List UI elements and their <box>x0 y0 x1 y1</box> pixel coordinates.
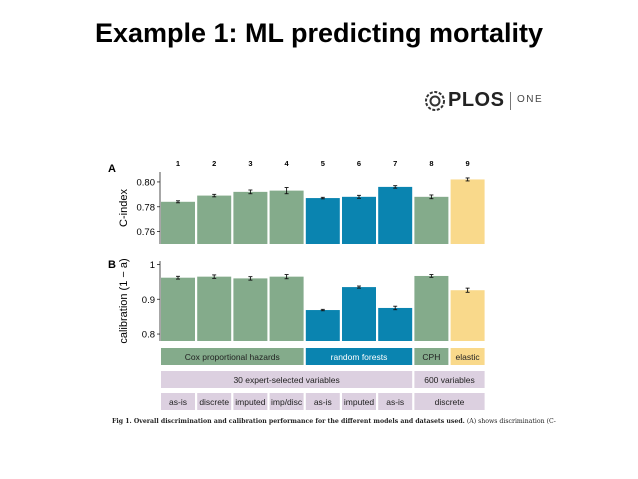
bar <box>305 198 340 244</box>
legend-box <box>414 371 485 388</box>
bar <box>378 307 413 341</box>
plos-wordmark: PLOS <box>448 89 505 111</box>
legend-label: discrete <box>199 397 229 407</box>
caption-text: (A) shows discrimination (C- <box>466 418 556 425</box>
bar <box>269 190 304 244</box>
legend-label: 30 expert-selected variables <box>233 375 339 385</box>
category-label: 8 <box>429 159 433 168</box>
bar <box>233 278 268 341</box>
bar <box>269 276 304 341</box>
slide-title: Example 1: ML predicting mortality <box>94 18 544 48</box>
panel-label: A <box>108 163 116 175</box>
legend-label: imputed <box>344 397 375 407</box>
y-tick-label: 0.76 <box>137 227 156 238</box>
legend-label: random forests <box>331 352 388 362</box>
legend-box <box>305 393 340 410</box>
legend-box <box>450 348 485 365</box>
legend-box <box>342 393 376 410</box>
legend-label: 600 variables <box>424 375 475 385</box>
figure-caption: Fig 1. Overall discrimination and calibr… <box>112 418 556 425</box>
legend-box <box>305 348 413 365</box>
legend-box <box>414 348 449 365</box>
y-tick-label: 1 <box>150 260 155 271</box>
legend-label: as-is <box>169 397 187 407</box>
bar <box>342 196 376 244</box>
y-axis-label: calibration (1 − a) <box>118 258 130 343</box>
bar <box>161 277 195 341</box>
plos-sub-wordmark: ONE <box>517 94 544 105</box>
y-tick-label: 0.78 <box>137 202 156 213</box>
bar <box>161 201 195 244</box>
category-label: 3 <box>248 159 252 168</box>
category-label: 2 <box>212 159 216 168</box>
legend-label: elastic <box>456 352 481 362</box>
category-label: 6 <box>357 159 361 168</box>
legend-label: Cox proportional hazards <box>185 352 280 362</box>
bar <box>414 275 449 341</box>
legend-label: imp/disc <box>271 397 303 407</box>
bar <box>197 276 232 341</box>
bar <box>197 195 232 244</box>
bar <box>414 196 449 244</box>
category-label: 4 <box>285 159 290 168</box>
y-tick-label: 0.9 <box>142 295 155 306</box>
legend-label: as-is <box>314 397 332 407</box>
bar <box>450 290 485 341</box>
legend-box <box>233 393 268 410</box>
legend-label: discrete <box>435 397 465 407</box>
y-tick-label: 0.8 <box>142 330 155 341</box>
bar <box>305 310 340 341</box>
caption-lead: Fig 1. Overall discrimination and calibr… <box>112 418 465 425</box>
logo-divider <box>510 92 511 110</box>
legend-box <box>161 393 195 410</box>
legend-box <box>378 393 413 410</box>
figure-chart: A 0.76 0.78 0.80 C-index 1 2 3 4 5 6 7 8 9 B 0.8 0.9 1 cal… <box>108 159 485 410</box>
legend-label: as-is <box>386 397 404 407</box>
category-label: 9 <box>466 159 470 168</box>
y-tick-label: 0.80 <box>137 177 156 188</box>
category-label: 7 <box>393 159 397 168</box>
bar <box>378 186 413 244</box>
bar <box>233 191 268 244</box>
legend-box <box>197 393 232 410</box>
category-label: 1 <box>176 159 180 168</box>
legend-box <box>161 348 304 365</box>
legend-label: CPH <box>422 352 440 362</box>
legend-box <box>161 371 413 388</box>
bar <box>450 179 485 244</box>
y-axis-label: C-index <box>118 189 130 227</box>
category-label: 5 <box>321 159 325 168</box>
legend-label: imputed <box>235 397 266 407</box>
legend-box <box>269 393 304 410</box>
bar <box>342 287 376 341</box>
panel-label: B <box>108 259 116 271</box>
plos-one-logo: PLOS ONE <box>424 86 544 118</box>
plos-emblem-icon <box>425 91 445 111</box>
legend-box <box>414 393 485 410</box>
